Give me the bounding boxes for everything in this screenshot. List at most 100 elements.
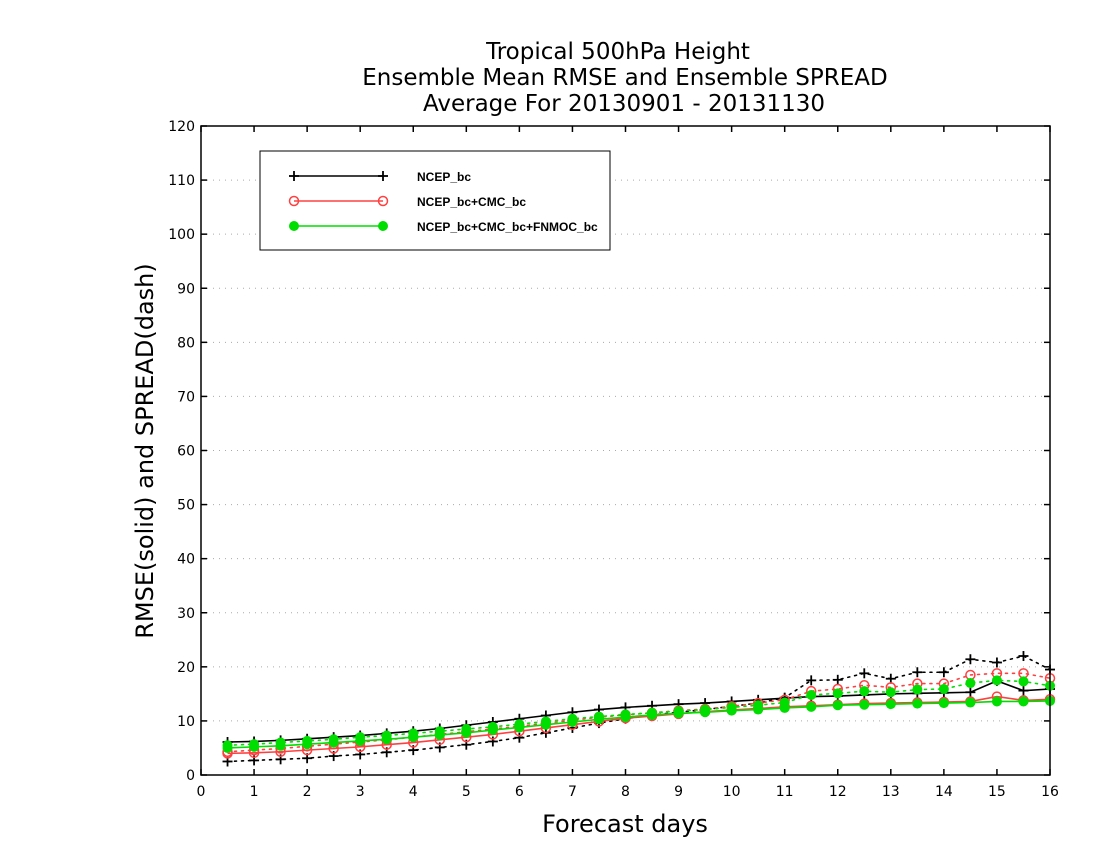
gridlines xyxy=(201,179,1050,722)
legend-marker xyxy=(289,221,299,231)
y-tick-label: 0 xyxy=(186,768,195,784)
spread-point xyxy=(1018,651,1029,662)
rmse-point xyxy=(726,705,737,716)
rmse-point xyxy=(381,734,392,745)
spread-point xyxy=(965,654,976,665)
rmse-point xyxy=(275,740,286,751)
rmse-point xyxy=(434,729,445,740)
spread-point xyxy=(806,675,817,686)
spread-line xyxy=(226,655,1051,763)
rmse-point xyxy=(1018,696,1029,707)
rmse-point xyxy=(673,708,684,719)
x-tick-label: 4 xyxy=(409,784,418,800)
rmse-point xyxy=(328,737,339,748)
y-tick-label: 70 xyxy=(177,389,195,405)
rmse-point xyxy=(965,697,976,708)
rmse-point xyxy=(806,701,817,712)
title-line-1: Tropical 500hPa Height xyxy=(485,39,750,65)
y-tick-label: 60 xyxy=(177,444,195,460)
y-axis-ticks: 0 10 20 30 40 50 60 70 80 90 100 110 120 xyxy=(168,119,1050,784)
rmse-point xyxy=(647,709,658,720)
x-tick-label: 7 xyxy=(568,784,577,800)
x-axis-label: Forecast days xyxy=(542,810,708,838)
x-tick-label: 16 xyxy=(1041,784,1059,800)
rmse-point xyxy=(593,714,604,725)
rmse-point xyxy=(753,704,764,715)
rmse-point xyxy=(912,698,923,709)
rmse-point xyxy=(302,739,313,750)
y-axis-label: RMSE(solid) and SPREAD(dash) xyxy=(131,263,159,639)
rmse-point xyxy=(700,707,711,718)
legend-entry: NCEP_bc xyxy=(289,170,471,184)
rmse-point xyxy=(859,699,870,710)
spread-point xyxy=(487,736,498,747)
rmse-point xyxy=(487,725,498,736)
x-tick-label: 6 xyxy=(515,784,524,800)
rmse-point xyxy=(832,700,843,711)
series-NCEP_bc xyxy=(222,651,1055,767)
rmse-line xyxy=(227,695,1051,755)
x-tick-label: 15 xyxy=(988,784,1006,800)
spread-point xyxy=(912,667,923,678)
spread-point xyxy=(938,684,949,695)
rmse-point xyxy=(222,742,233,753)
rmse-point xyxy=(249,741,260,752)
title-line-3: Average For 20130901 - 20131130 xyxy=(423,91,825,117)
spread-point xyxy=(965,678,976,689)
rmse-point xyxy=(567,716,578,727)
rmse-point xyxy=(620,712,631,723)
x-tick-label: 3 xyxy=(356,784,365,800)
rmse-point xyxy=(1018,685,1029,696)
legend-label: NCEP_bc xyxy=(417,170,471,184)
spread-point xyxy=(832,688,843,699)
rmse-point xyxy=(461,727,472,738)
y-tick-label: 110 xyxy=(168,173,195,189)
y-tick-label: 40 xyxy=(177,552,195,568)
spread-point xyxy=(912,684,923,695)
y-tick-label: 100 xyxy=(168,227,195,243)
title-line-2: Ensemble Mean RMSE and Ensemble SPREAD xyxy=(362,65,887,91)
rmse-point xyxy=(885,699,896,710)
x-tick-label: 5 xyxy=(462,784,471,800)
legend-entry: NCEP_bc+CMC_bc xyxy=(288,195,526,209)
y-tick-label: 120 xyxy=(168,119,195,135)
x-tick-label: 1 xyxy=(250,784,259,800)
legend-marker xyxy=(289,171,299,181)
rmse-point xyxy=(779,702,790,713)
legend-marker xyxy=(378,221,388,231)
chart-title: Tropical 500hPa Height Ensemble Mean RMS… xyxy=(362,39,887,117)
x-tick-label: 12 xyxy=(829,784,847,800)
spread-point xyxy=(991,675,1002,686)
plot-series xyxy=(222,651,1056,767)
y-tick-label: 80 xyxy=(177,335,195,351)
legend-marker xyxy=(288,195,300,207)
spread-point xyxy=(832,674,843,685)
rmse-point xyxy=(965,687,976,698)
spread-point xyxy=(514,732,525,743)
spread-point xyxy=(885,687,896,698)
y-tick-label: 10 xyxy=(177,714,195,730)
x-tick-label: 13 xyxy=(882,784,900,800)
spread-point xyxy=(859,668,870,679)
x-tick-label: 11 xyxy=(776,784,794,800)
spread-point xyxy=(859,686,870,697)
y-tick-label: 90 xyxy=(177,281,195,297)
x-tick-label: 9 xyxy=(674,784,683,800)
legend-marker xyxy=(378,171,388,181)
legend-label: NCEP_bc+CMC_bc xyxy=(417,195,526,209)
y-tick-label: 20 xyxy=(177,660,195,676)
x-tick-label: 10 xyxy=(723,784,741,800)
rmse-line xyxy=(227,700,1051,749)
rmse-point xyxy=(991,696,1002,707)
legend-label: NCEP_bc+CMC_bc+FNMOC_bc xyxy=(417,220,598,234)
x-tick-label: 0 xyxy=(197,784,206,800)
x-tick-label: 2 xyxy=(303,784,312,800)
spread-point xyxy=(1018,676,1029,687)
series-NCEP_bc+CMC_bc+FNMOC_bc xyxy=(222,675,1055,753)
rmse-point xyxy=(514,722,525,733)
spread-point xyxy=(806,689,817,700)
x-tick-label: 14 xyxy=(935,784,953,800)
rmse-point xyxy=(938,698,949,709)
spread-point xyxy=(991,657,1002,668)
